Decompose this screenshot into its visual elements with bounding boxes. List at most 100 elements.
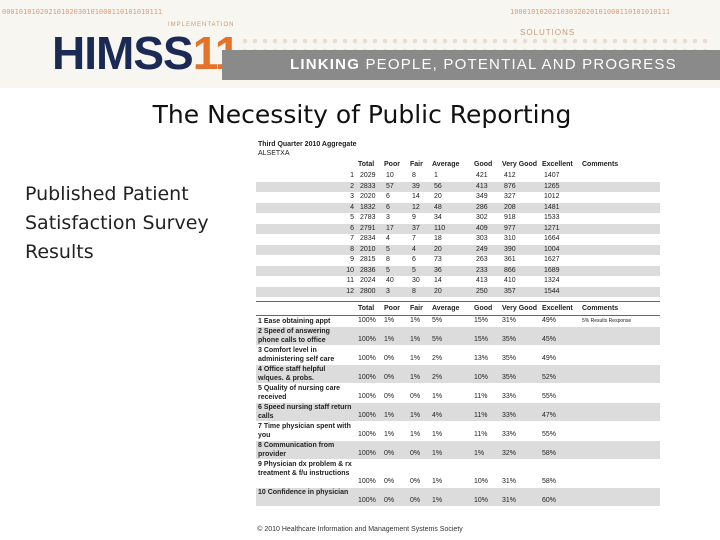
table-cell: 1% [432,431,443,438]
row-number: 5 [350,214,354,221]
table-cell: 35% [502,355,517,362]
table-cell: 15% [474,336,489,343]
table-row: 7 2834 4 7 18 303 310 1664 [256,234,660,244]
table-cell: 1271 [544,224,560,232]
table-cell: 11% [474,431,488,438]
table-cell: 45% [542,336,557,343]
table-cell: 100% [358,412,376,419]
table-cell: 876 [504,182,516,190]
row-number: 12 [346,287,354,295]
percent-column-header-row: Total Poor Fair Average Good Very Good Excelle… [256,305,660,314]
table-cell: 6 [412,256,416,263]
table-cell: 250 [476,287,488,295]
table-cell: 1% [432,497,443,504]
table-cell: 0% [384,393,395,400]
table-cell: 1% [384,431,395,438]
table-cell: 390 [504,245,516,253]
table-cell: 6 [386,193,390,200]
table-cell: 10% [474,478,489,485]
table-cell: 14 [412,193,420,200]
table-divider [256,315,660,316]
table-cell: 3 [386,287,390,295]
table-cell: 20 [434,193,442,200]
row-number: 11 [346,277,354,284]
question-label: 8 Communication from provider [258,442,335,458]
question-row: 9 Physician dx problem & rx treatment & … [256,460,660,487]
question-label: 7 Time physician spent with you [258,423,351,439]
question-label: 3 Comfort level in administering self ca… [258,347,335,363]
table-cell: 0% [384,374,395,381]
table-row: 10 2836 5 5 36 233 866 1689 [256,265,660,276]
table-cell: 8 [412,287,416,295]
table-cell: 55% [542,431,557,438]
table-cell: 32% [502,450,517,457]
question-label: 6 Speed nursing staff return calls [258,404,352,420]
column-header: Good [474,161,493,168]
table-cell: 361 [504,256,516,263]
survey-results-table: Third Quarter 2010 Aggregate ALSETXA Tot… [256,137,660,518]
table-cell: 233 [476,266,488,274]
question-label: 10 Confidence in physician [258,489,349,496]
table-cell: 40 [386,277,394,284]
table-row: 11 2024 40 30 14 413 410 1324 [256,276,660,286]
table-cell: 5 [386,266,390,274]
table-cell: 15% [474,317,489,324]
table-cell: 1% [474,450,485,457]
question-row: 6 Speed nursing staff return calls 100% 1%… [256,403,660,421]
table-cell: 37 [412,224,420,232]
table-cell: 2791 [360,224,376,232]
table-cell: 5 [412,266,416,274]
table-cell: 2010 [360,245,376,253]
table-cell: 1533 [544,214,560,221]
table-cell: 2834 [360,235,376,242]
table-cell: 1265 [544,182,560,190]
table-cell: 286 [476,203,488,211]
column-header: Poor [384,161,400,168]
table-cell: 1% [384,412,395,419]
column-header: Average [432,161,460,168]
logo-text: HIMSS [52,27,194,79]
table-cell: 409 [476,224,488,232]
table-cell: 1% [410,431,421,438]
table-cell: 1% [410,355,421,362]
row-number: 4 [350,203,354,211]
table-cell: 3 [386,214,390,221]
table-row: 12 2800 3 8 20 250 357 1544 [256,286,660,297]
table-cell: 4 [386,235,390,242]
table-cell: 100% [358,317,376,324]
table-cell: 918 [504,214,516,221]
table-cell: 110 [434,224,446,232]
table-cell: 0% [410,450,421,457]
row-number: 3 [350,193,354,200]
question-label: 4 Office staff helpful w/ques. & probs. [258,366,326,382]
column-header: Fair [410,305,423,312]
row-number: 1 [350,172,354,179]
row-number: 2 [350,182,354,190]
table-cell: 2836 [360,266,376,274]
table-row: 5 2783 3 9 34 302 918 1533 [256,213,660,223]
table-row: 4 1832 6 12 48 286 208 1481 [256,202,660,213]
tagline-rest: PEOPLE, POTENTIAL AND PROGRESS [360,56,677,73]
table-cell: 39 [412,182,420,190]
table-cell: 58% [542,450,557,457]
table-cell: 10% [474,374,489,381]
table-cell: 302 [476,214,488,221]
table-row: 2 2833 57 39 56 413 876 1265 [256,181,660,192]
table-cell: 2024 [360,277,376,284]
table-cell: 13% [474,355,489,362]
table-cell: 2800 [360,287,376,295]
table-cell: 100% [358,355,376,362]
table-cell: 100% [358,336,376,343]
table-cell: 8 [412,172,416,179]
implementation-label: IMPLEMENTATION [168,22,235,28]
copyright-footer: © 2010 Healthcare Information and Manage… [257,526,463,533]
table-cell: 18 [434,235,442,242]
table-cell: 47% [542,412,557,419]
question-row: 4 Office staff helpful w/ques. & probs. 1… [256,365,660,383]
row-number: 6 [350,224,354,232]
table-cell: 60% [542,497,557,504]
table-cell: 413 [476,182,488,190]
question-row: 10 Confidence in physician 100% 0% 0% 1% 10% 3… [256,488,660,506]
header-banner: 00010101020210102030101000110101010111 1… [0,0,720,88]
row-number: 7 [350,235,354,242]
